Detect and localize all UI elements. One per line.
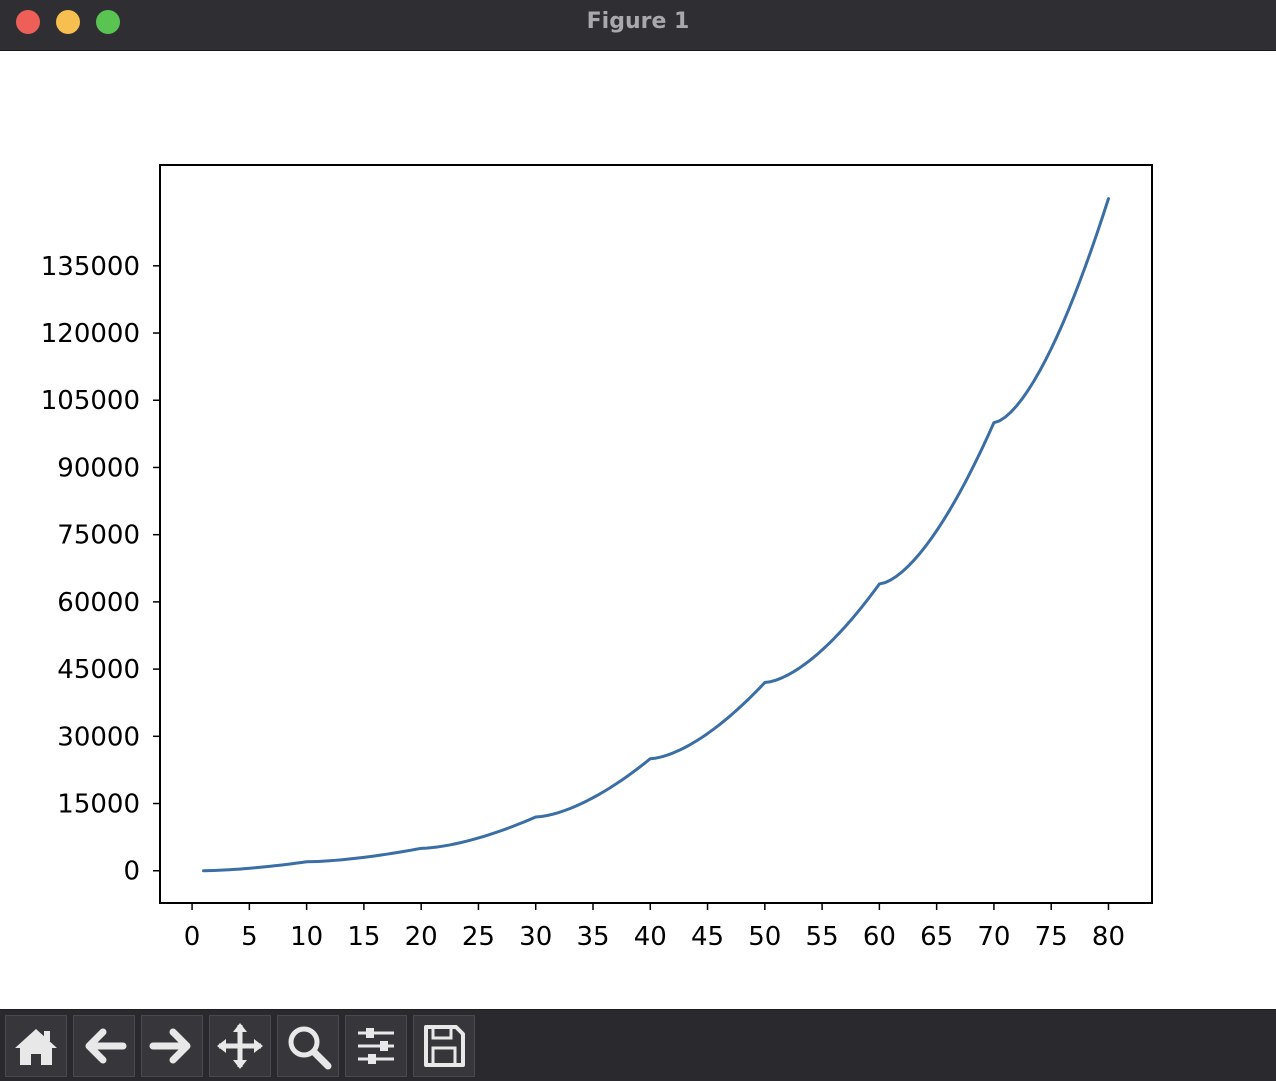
x-tick-label: 50 xyxy=(748,922,781,952)
x-tick-label: 20 xyxy=(405,922,438,952)
line-chart: 0 5 10 15 20 25 30 35 40 45 50 55 60 65 70 75 80 0 15000 3… xyxy=(41,164,1153,952)
x-tick-label: 35 xyxy=(576,922,609,952)
home-button[interactable] xyxy=(5,1015,67,1077)
home-icon xyxy=(15,1029,57,1065)
y-tick-label: 75000 xyxy=(57,521,140,551)
close-window-button[interactable] xyxy=(16,10,40,34)
y-tick-label: 60000 xyxy=(57,588,140,618)
magnifier-icon xyxy=(288,1026,332,1070)
plot-frame xyxy=(159,164,1153,904)
data-line xyxy=(202,197,1110,873)
sliders-icon xyxy=(358,1028,394,1064)
window-title: Figure 1 xyxy=(586,9,690,34)
move-icon xyxy=(217,1023,263,1069)
back-button[interactable] xyxy=(73,1015,135,1077)
zoom-window-button[interactable] xyxy=(96,10,120,34)
x-axis: 0 5 10 15 20 25 30 35 40 45 50 55 60 65 70 75 80 xyxy=(184,903,1125,952)
x-tick-label: 15 xyxy=(347,922,380,952)
x-tick-label: 25 xyxy=(462,922,495,952)
y-tick-label: 105000 xyxy=(41,386,140,416)
x-tick-label: 10 xyxy=(290,922,323,952)
pan-button[interactable] xyxy=(209,1015,271,1077)
x-tick-label: 55 xyxy=(806,922,839,952)
x-tick-label: 75 xyxy=(1035,922,1068,952)
x-tick-label: 0 xyxy=(184,922,201,952)
floppy-disk-icon xyxy=(424,1025,465,1067)
save-button[interactable] xyxy=(413,1015,475,1077)
x-tick-label: 40 xyxy=(634,922,667,952)
y-axis: 0 15000 30000 45000 60000 75000 90000 105000 120… xyxy=(41,252,160,887)
x-tick-label: 70 xyxy=(977,922,1010,952)
forward-button[interactable] xyxy=(141,1015,203,1077)
zoom-button[interactable] xyxy=(277,1015,339,1077)
y-tick-label: 30000 xyxy=(57,722,140,752)
navigation-toolbar xyxy=(0,1009,1276,1081)
x-tick-label: 80 xyxy=(1092,922,1125,952)
configure-subplots-button[interactable] xyxy=(345,1015,407,1077)
x-tick-label: 5 xyxy=(241,922,258,952)
arrow-left-icon xyxy=(85,1028,127,1064)
x-tick-label: 60 xyxy=(863,922,896,952)
y-tick-label: 135000 xyxy=(41,252,140,282)
window-titlebar: Figure 1 xyxy=(0,0,1276,51)
figure-canvas: 0 5 10 15 20 25 30 35 40 45 50 55 60 65 70 75 80 0 15000 3… xyxy=(0,51,1276,1009)
minimize-window-button[interactable] xyxy=(56,10,80,34)
y-tick-label: 15000 xyxy=(57,790,140,820)
y-tick-label: 0 xyxy=(123,857,140,887)
x-tick-label: 30 xyxy=(519,922,552,952)
x-tick-label: 45 xyxy=(691,922,724,952)
y-tick-label: 90000 xyxy=(57,453,140,483)
y-tick-label: 45000 xyxy=(57,655,140,685)
x-tick-label: 65 xyxy=(920,922,953,952)
y-tick-label: 120000 xyxy=(41,319,140,349)
arrow-right-icon xyxy=(149,1028,191,1064)
